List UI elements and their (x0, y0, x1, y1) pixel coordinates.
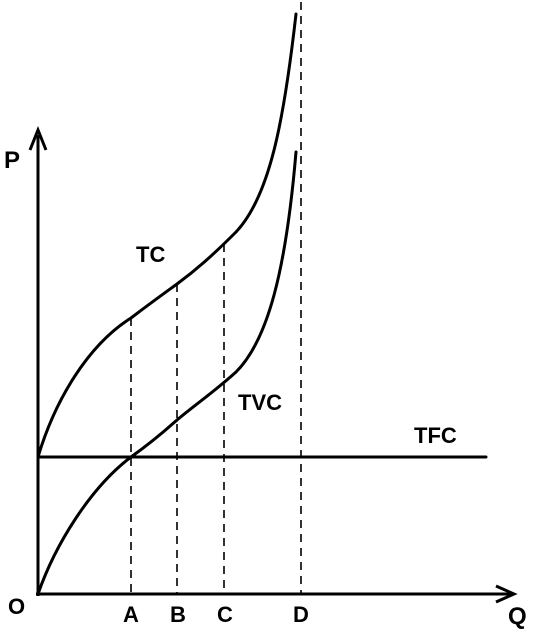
x-axis (36, 584, 518, 604)
tvc-curve (36, 150, 298, 596)
y-axis-arrow-icon (28, 125, 48, 151)
x-axis-label: Q (508, 603, 527, 630)
tvc-label: TVC (238, 390, 282, 415)
tc-curve (36, 12, 298, 459)
x-axis-arrow-icon (495, 584, 518, 604)
quantity-label-b: B (170, 602, 186, 627)
quantity-label-c: C (217, 602, 233, 627)
y-axis (28, 125, 48, 596)
tfc-label: TFC (414, 423, 457, 448)
quantity-label-d: D (293, 602, 309, 627)
origin-label: O (8, 594, 25, 619)
y-axis-label: P (4, 147, 20, 174)
tc-label: TC (136, 242, 165, 267)
quantity-label-a: A (123, 602, 139, 627)
